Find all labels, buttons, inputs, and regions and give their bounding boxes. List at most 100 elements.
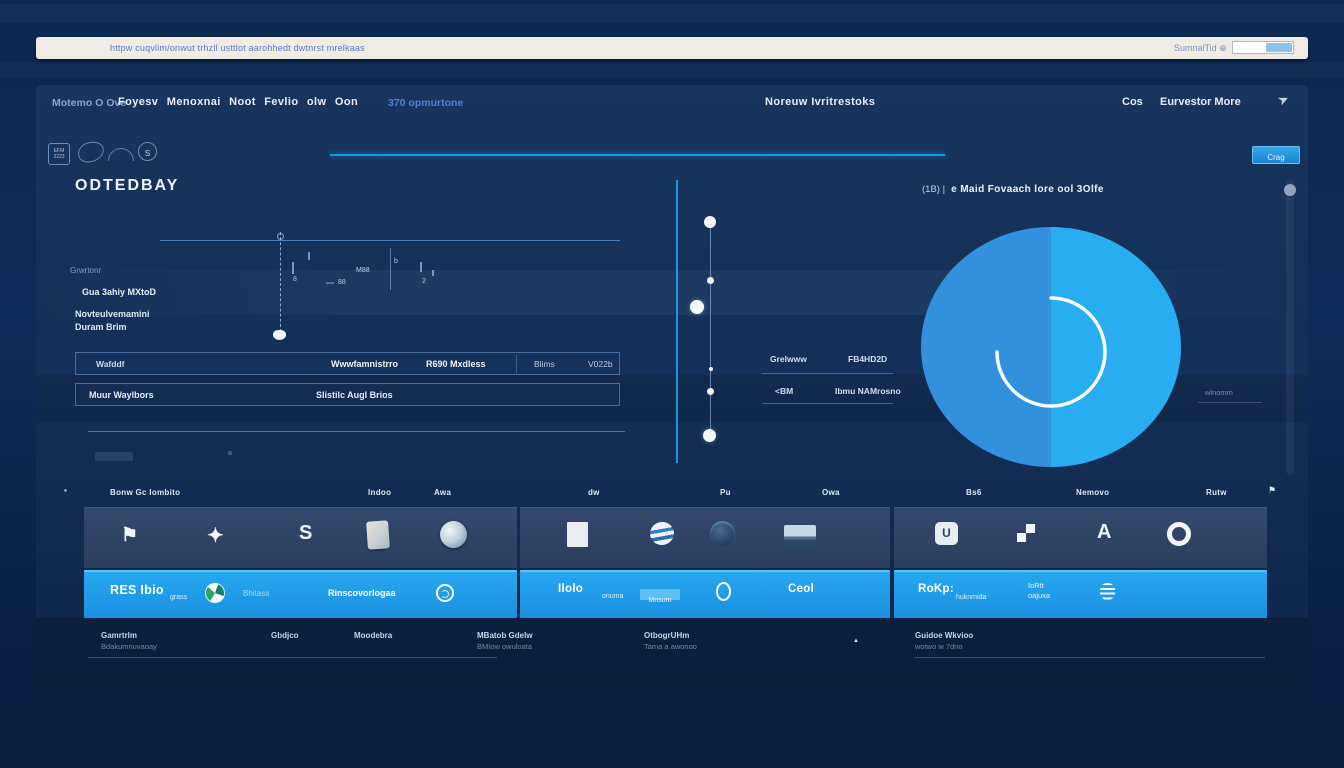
square-thumbnail[interactable] — [567, 522, 588, 547]
panel-title-row: (1B) | e Maid Fovaach lore ool 3Olfe — [922, 184, 1104, 195]
blue-row-sublabel: grass — [170, 594, 188, 601]
flag-icon[interactable]: ⚑ — [121, 525, 139, 546]
nav-link-operations[interactable]: 370 opmurtone — [388, 97, 464, 109]
ring-icon — [436, 584, 454, 602]
browser-address-bar[interactable]: httpw cuqvlim/onwut trhzll usttlot aaroh… — [36, 37, 1308, 59]
vertical-accent-line — [676, 180, 678, 463]
decorative-mark — [420, 262, 422, 272]
progress-line — [330, 154, 945, 156]
divider-line — [88, 431, 625, 432]
timeline-dot — [704, 216, 716, 228]
o-ring-icon — [716, 582, 731, 601]
blue-row-sublabel: onuma — [602, 593, 624, 600]
timeline-dot — [707, 277, 714, 284]
selection-row-segment[interactable] — [894, 570, 1267, 618]
nav-item-cos[interactable]: Cos — [1122, 96, 1143, 108]
pie-slice-left[interactable] — [921, 227, 1051, 467]
pie-inner-arc — [995, 296, 1107, 408]
decorative-mark — [308, 252, 310, 260]
app-badge-line1: EFM — [53, 148, 65, 154]
browser-mini-input[interactable] — [1232, 41, 1294, 54]
divider-line — [762, 373, 893, 374]
selection-chip-label: Mnsum — [648, 597, 672, 604]
column-header[interactable]: Indoo — [368, 488, 392, 497]
ghost-button[interactable] — [95, 452, 133, 461]
sketch-circle-letter: S — [144, 149, 151, 158]
footer-line2: BMIow owuloata — [477, 642, 533, 651]
section-title: ODTEDBAY — [75, 177, 180, 194]
scrollbar-thumb[interactable] — [1284, 184, 1296, 196]
footer-column: OtbogrUHm Tama a awonoo — [644, 631, 697, 651]
ring-logo-icon[interactable] — [1167, 522, 1191, 546]
pie-slice-right[interactable] — [1051, 227, 1181, 467]
form-cell: V022b — [588, 359, 613, 369]
chart-marker-dot — [273, 330, 286, 340]
field-value-line1: Novteulvemamini — [75, 309, 150, 319]
app-badge-line2: 2223 — [53, 154, 65, 160]
decorative-mark — [390, 248, 391, 290]
column-header[interactable]: Nemovo — [1076, 488, 1110, 497]
browser-status-label: SumnalTid ⊕ — [1174, 43, 1227, 53]
blue-row-label: RoKp: — [918, 583, 954, 595]
a-logo-icon[interactable]: A — [1097, 521, 1112, 543]
selection-chip[interactable]: Mnsum — [640, 589, 680, 604]
sketch-circle-icon: S — [138, 142, 157, 161]
footer-column: Moodebra — [354, 631, 392, 642]
dark-globe-thumbnail[interactable] — [710, 521, 735, 546]
blue-row-small-label: IoRtt — [1028, 581, 1044, 590]
timeline-row-label: <BM — [775, 386, 794, 396]
photo-thumbnail[interactable] — [784, 525, 816, 546]
nav-center-label: Noreuw Ivritrestoks — [765, 96, 876, 108]
checker-icon[interactable] — [1017, 524, 1035, 542]
blue-row-label: Ilolo — [558, 583, 584, 595]
form-row-1[interactable]: Wafddf Wwwfamnistrro R690 Mxdless Blims … — [75, 352, 620, 375]
column-header[interactable]: Rutw — [1206, 488, 1227, 497]
form-cell: Wwwfamnistrro — [331, 359, 399, 369]
form-cell: R690 Mxdless — [426, 359, 486, 369]
chart-annotation: M88 — [356, 267, 370, 274]
scrollbar-track[interactable] — [1286, 180, 1294, 475]
footer-column: Gbdjco — [271, 631, 299, 642]
panel-title-badge: (1B) | — [922, 184, 946, 195]
column-header[interactable]: Bonw Gc Iombito — [110, 488, 181, 497]
globe-thumbnail[interactable] — [440, 521, 467, 548]
divider-line — [88, 657, 497, 658]
nav-brand[interactable]: Motemo O Ove — [52, 97, 127, 109]
nav-menu[interactable]: Foyesv Menoxnai Noot Fevlio olw Oon — [118, 96, 359, 108]
u-badge-icon[interactable]: U — [935, 522, 958, 545]
column-header[interactable]: dw — [588, 488, 600, 497]
bullet-icon: ▪ — [64, 486, 67, 495]
url-text[interactable]: httpw cuqvlim/onwut trhzll usttlot aaroh… — [110, 43, 365, 53]
divider-line — [915, 657, 1265, 658]
column-header[interactable]: Bs6 — [966, 488, 982, 497]
star-icon[interactable]: ✦ — [207, 525, 224, 547]
chart-annotation: b — [394, 258, 398, 265]
column-header[interactable]: Awa — [434, 488, 452, 497]
footer-column: MBatob Gdelw BMIow owuloata — [477, 631, 533, 651]
footer-line1: Gbdjco — [271, 631, 299, 640]
primary-action-button[interactable]: Crag — [1252, 146, 1300, 164]
selection-row-segment[interactable] — [520, 570, 890, 618]
blue-row-label: Rinscovorlogaa — [328, 588, 396, 598]
column-header[interactable]: Pu — [720, 488, 731, 497]
flag-icon: ⚑ — [1268, 485, 1277, 495]
divider-line — [762, 403, 893, 404]
s-logo-icon[interactable]: S — [299, 522, 313, 544]
divider-line — [1198, 402, 1262, 403]
footer-strip — [36, 618, 1308, 690]
decorative-mark — [292, 262, 294, 274]
document-thumbnail[interactable] — [366, 520, 390, 550]
form-row-2[interactable]: Muur Waylbors Slistilc Augl Brios — [75, 383, 620, 406]
chart-annotation: 2 — [422, 278, 426, 285]
field-value-line2: Duram Brim — [75, 322, 127, 332]
nav-item-investor-more[interactable]: Eurvestor More — [1160, 96, 1241, 108]
footer-line1: Moodebra — [354, 631, 393, 640]
column-header[interactable]: Owa — [822, 488, 840, 497]
footer-line2: Tama a awonoo — [644, 642, 697, 651]
footer-line2: Bdakumnuvaoay — [101, 642, 157, 651]
blue-row-label: Ceol — [788, 583, 815, 595]
chart-baseline — [160, 240, 620, 241]
form-cell: Muur Waylbors — [89, 390, 154, 400]
primary-action-label: Crag — [1267, 153, 1285, 162]
